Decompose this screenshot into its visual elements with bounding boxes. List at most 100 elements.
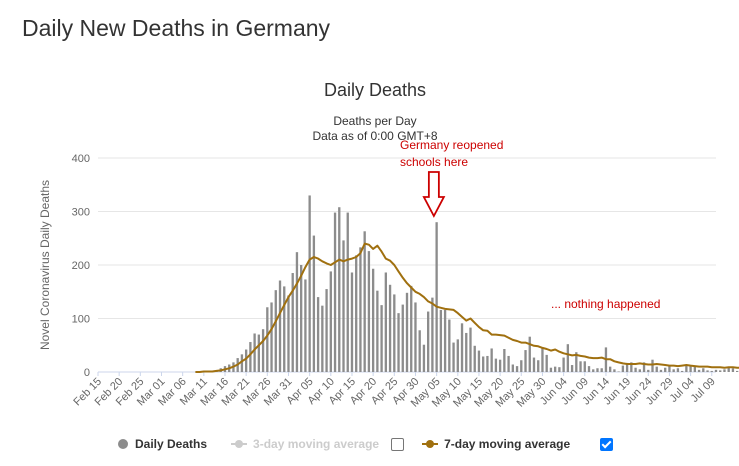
- bar-daily-deaths: [490, 348, 493, 372]
- bar-daily-deaths: [465, 332, 468, 372]
- chart-subtitle: Deaths per Day Data as of 0:00 GMT+8: [0, 114, 739, 144]
- bar-daily-deaths: [287, 295, 290, 372]
- bar-daily-deaths: [363, 231, 366, 372]
- bar-daily-deaths: [384, 272, 387, 372]
- bar-daily-deaths: [355, 255, 358, 372]
- bar-daily-deaths: [676, 368, 680, 372]
- bar-daily-deaths: [702, 368, 705, 372]
- bar-daily-deaths: [469, 327, 472, 372]
- bar-daily-deaths: [587, 366, 591, 372]
- bar-daily-deaths: [295, 252, 299, 372]
- bar-daily-deaths: [507, 355, 510, 372]
- x-tick-label: Jul 09: [689, 376, 718, 405]
- legend-label-daily-deaths: Daily Deaths: [135, 437, 208, 451]
- bar-daily-deaths: [520, 360, 523, 372]
- bar-daily-deaths: [435, 222, 438, 372]
- annotation-reopen: Germany reopened schools here: [400, 137, 503, 171]
- bar-daily-deaths: [575, 352, 578, 372]
- bar-daily-deaths: [723, 369, 726, 372]
- bar-daily-deaths: [482, 356, 485, 372]
- bar-daily-deaths: [405, 292, 409, 372]
- bar-daily-deaths: [266, 307, 269, 372]
- bar-daily-deaths: [583, 361, 586, 372]
- bar-daily-deaths: [329, 271, 332, 372]
- legend-label-3-day-average: 3-day moving average: [253, 437, 380, 451]
- bar-daily-deaths: [278, 280, 282, 372]
- bar-daily-deaths: [537, 360, 540, 372]
- bar-daily-deaths: [609, 366, 612, 372]
- bar-daily-deaths: [393, 294, 396, 372]
- bar-daily-deaths: [321, 305, 324, 372]
- bar-daily-deaths: [270, 302, 273, 372]
- bar-daily-deaths: [668, 366, 671, 372]
- bar-daily-deaths: [710, 370, 713, 372]
- bar-daily-deaths: [651, 359, 654, 372]
- 3-day-average-checkbox[interactable]: [391, 437, 405, 451]
- bar-daily-deaths: [274, 290, 277, 372]
- annotation-nothing-happened: ... nothing happened: [551, 297, 661, 311]
- bar-daily-deaths: [511, 364, 514, 372]
- bar-daily-deaths: [613, 369, 616, 372]
- bar-daily-deaths: [549, 367, 553, 372]
- bar-daily-deaths: [418, 330, 421, 372]
- bar-daily-deaths: [410, 285, 413, 372]
- bar-daily-deaths: [249, 342, 252, 372]
- bar-daily-deaths: [600, 368, 603, 372]
- bar-daily-deaths: [532, 357, 536, 372]
- legend-item-7-day-average[interactable]: 7-day moving average: [422, 437, 570, 451]
- bar-daily-deaths: [685, 365, 688, 372]
- bar-daily-deaths: [625, 362, 629, 372]
- annotation-reopen-line-1: Germany reopened: [400, 138, 504, 152]
- bar-daily-deaths: [630, 362, 633, 372]
- bar-daily-deaths: [617, 371, 620, 372]
- y-tick-label: 0: [84, 367, 90, 379]
- bar-daily-deaths: [503, 348, 506, 372]
- bar-daily-deaths: [672, 369, 675, 372]
- bar-daily-deaths: [244, 349, 248, 372]
- daily-deaths-dot-icon: [118, 439, 128, 449]
- bar-daily-deaths: [371, 268, 375, 372]
- bar-daily-deaths: [380, 305, 383, 372]
- bar-daily-deaths: [325, 289, 328, 372]
- legend-label-7-day-average: 7-day moving average: [444, 437, 571, 451]
- bar-daily-deaths: [524, 350, 527, 372]
- y-tick-label: 100: [72, 314, 90, 326]
- chart-subtitle-line-1: Deaths per Day: [333, 114, 417, 128]
- bar-daily-deaths: [596, 368, 599, 372]
- bar-daily-deaths: [731, 368, 735, 372]
- chart-subtitle-line-2: Data as of 0:00 GMT+8: [312, 129, 438, 143]
- bar-daily-deaths: [736, 370, 739, 372]
- bar-daily-deaths: [647, 369, 650, 372]
- legend-item-3-day-average[interactable]: 3-day moving average: [231, 437, 379, 451]
- bar-daily-deaths: [562, 357, 565, 372]
- bar-daily-deaths: [515, 366, 519, 372]
- annotation-arrow-icon: [422, 171, 446, 218]
- bar-daily-deaths: [693, 366, 696, 372]
- bar-daily-deaths: [642, 362, 646, 372]
- 7-day-average-checkbox[interactable]: [600, 437, 614, 451]
- chart-legend: Daily Deaths 3-day moving average 7-day …: [118, 434, 631, 454]
- bar-daily-deaths: [283, 286, 286, 372]
- bar-daily-deaths: [253, 333, 256, 372]
- bar-daily-deaths: [621, 365, 625, 372]
- bar-daily-deaths: [566, 344, 570, 372]
- bar-daily-deaths: [397, 313, 400, 372]
- bar-daily-deaths: [545, 354, 548, 372]
- bar-daily-deaths: [350, 272, 354, 372]
- legend-item-daily-deaths[interactable]: Daily Deaths: [118, 437, 207, 451]
- y-axis-title: Novel Coronavirus Daily Deaths: [38, 180, 52, 350]
- line-marker-icon: [231, 439, 248, 449]
- bar-daily-deaths: [460, 323, 464, 372]
- bar-daily-deaths: [570, 365, 574, 372]
- bar-daily-deaths: [494, 358, 498, 372]
- bar-daily-deaths: [359, 247, 362, 372]
- bar-daily-deaths: [367, 251, 371, 372]
- line-marker-icon: [422, 439, 439, 449]
- bar-daily-deaths: [579, 361, 582, 372]
- bar-daily-deaths: [388, 284, 392, 372]
- bar-daily-deaths: [452, 342, 455, 372]
- page-title: Daily New Deaths in Germany: [22, 15, 331, 41]
- bar-daily-deaths: [553, 366, 557, 372]
- bar-daily-deaths: [592, 369, 595, 372]
- bar-daily-deaths: [338, 207, 341, 372]
